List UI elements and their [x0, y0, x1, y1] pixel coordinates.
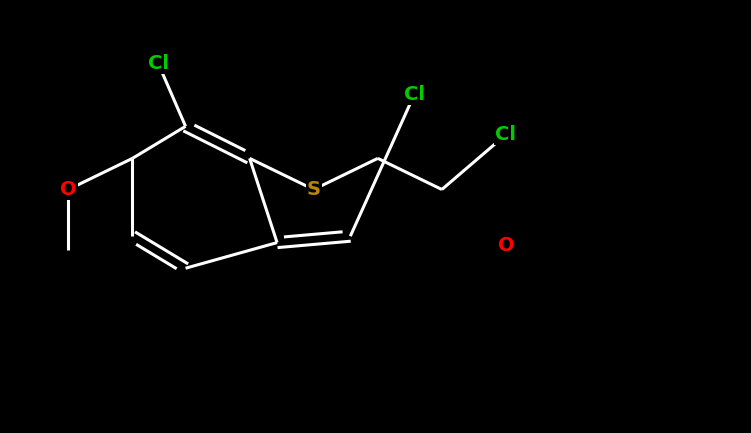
Text: O: O	[498, 236, 514, 255]
Text: Cl: Cl	[404, 85, 425, 104]
Text: O: O	[60, 180, 77, 199]
Text: Cl: Cl	[496, 125, 517, 144]
Text: S: S	[306, 180, 321, 199]
Text: Cl: Cl	[148, 54, 168, 73]
